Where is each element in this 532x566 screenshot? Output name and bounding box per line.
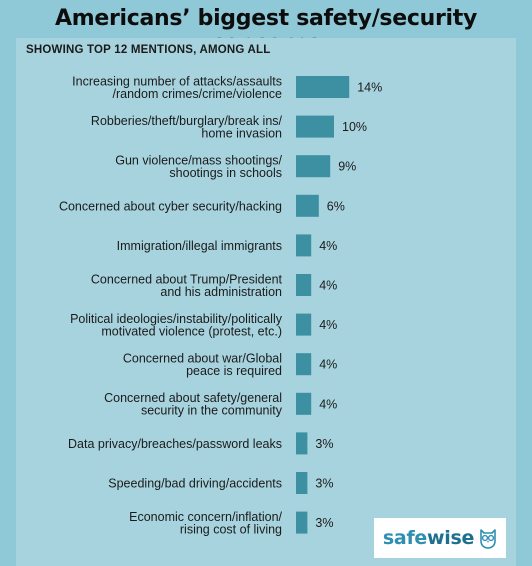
- category-label: Economic concern/inflation/rising cost o…: [129, 510, 282, 536]
- bar: [296, 115, 334, 138]
- category-label-line: Robberies/theft/burglary/break ins/: [91, 114, 283, 128]
- category-label-line: peace is required: [186, 364, 282, 378]
- category-label: Political ideologies/instability/politic…: [70, 312, 283, 339]
- bar: [296, 274, 312, 296]
- value-label: 4%: [319, 318, 337, 332]
- category-label: Increasing number of attacks/assaults/ra…: [72, 74, 282, 101]
- value-label: 4%: [319, 358, 337, 372]
- brand-part1: safe: [382, 527, 428, 549]
- value-label: 10%: [342, 120, 367, 134]
- value-label: 4%: [319, 279, 337, 293]
- bar: [296, 155, 331, 178]
- owl-icon: [480, 529, 496, 549]
- category-label-line: Immigration/illegal immigrants: [117, 239, 282, 253]
- brand-wordmark: safewise: [383, 527, 474, 549]
- category-label-line: home invasion: [201, 126, 282, 140]
- value-label: 3%: [315, 477, 333, 491]
- bar: [296, 76, 350, 98]
- chart-panel: SHOWING TOP 12 MENTIONS, AMONG ALL Incre…: [16, 38, 516, 566]
- category-label-line: shootings in schools: [169, 166, 282, 180]
- value-label: 4%: [319, 397, 337, 411]
- bar: [296, 392, 312, 415]
- category-label-line: Political ideologies/instability/politic…: [70, 312, 283, 326]
- category-label-line: Concerned about war/Global: [123, 351, 282, 365]
- value-label: 9%: [338, 160, 356, 174]
- bar: [296, 234, 312, 257]
- category-label-line: Concerned about cyber security/hacking: [59, 199, 282, 213]
- category-label: Robberies/theft/burglary/break ins/home …: [91, 114, 283, 141]
- category-label: Concerned about safety/general security i…: [104, 391, 283, 418]
- category-label-line: Concerned about Trump/President: [91, 272, 283, 286]
- value-label: 4%: [319, 239, 337, 253]
- category-label-line: Concerned about safety/general: [104, 391, 282, 405]
- bar: [296, 511, 308, 534]
- category-label-line: Economic concern/inflation/: [129, 510, 282, 524]
- category-label: Concerned about war/Global peace is requi…: [123, 351, 282, 378]
- category-label-line: Data privacy/breaches/password leaks: [68, 437, 282, 451]
- bar: [296, 353, 312, 376]
- brand-part2: wise: [427, 527, 475, 549]
- category-label: Data privacy/breaches/password leaks: [68, 437, 282, 451]
- category-label-line: and his administration: [160, 285, 282, 299]
- category-label: Gun violence/mass shootings/shootings in…: [115, 153, 282, 180]
- category-label-line: motivated violence (protest, etc.): [101, 324, 282, 338]
- value-label: 14%: [357, 81, 382, 95]
- category-label-line: Speeding/bad driving/accidents: [108, 477, 282, 491]
- value-label: 6%: [327, 199, 345, 213]
- category-label-line: /random crimes/crime/violence: [113, 87, 283, 101]
- bar: [296, 194, 319, 217]
- bar-chart: Increasing number of attacks/assaults/ra…: [59, 74, 382, 536]
- chart-subtitle: SHOWING TOP 12 MENTIONS, AMONG ALL: [26, 44, 271, 56]
- category-label: Speeding/bad driving/accidents: [108, 477, 282, 491]
- value-label: 3%: [315, 516, 333, 530]
- category-label-line: security in the community: [141, 404, 283, 418]
- bar: [296, 472, 308, 494]
- bar: [296, 313, 312, 336]
- category-label-line: Gun violence/mass shootings/: [115, 153, 282, 167]
- bar: [296, 432, 308, 455]
- category-label-line: Increasing number of attacks/assaults: [72, 74, 282, 88]
- category-label: Concerned about Trump/President and his a…: [91, 272, 283, 299]
- category-label: Concerned about cyber security/hacking: [59, 199, 282, 213]
- category-label: Immigration/illegal immigrants: [117, 239, 282, 253]
- category-label-line: rising cost of living: [180, 522, 282, 536]
- value-label: 3%: [315, 437, 333, 451]
- brand-logo: safewise: [374, 518, 506, 558]
